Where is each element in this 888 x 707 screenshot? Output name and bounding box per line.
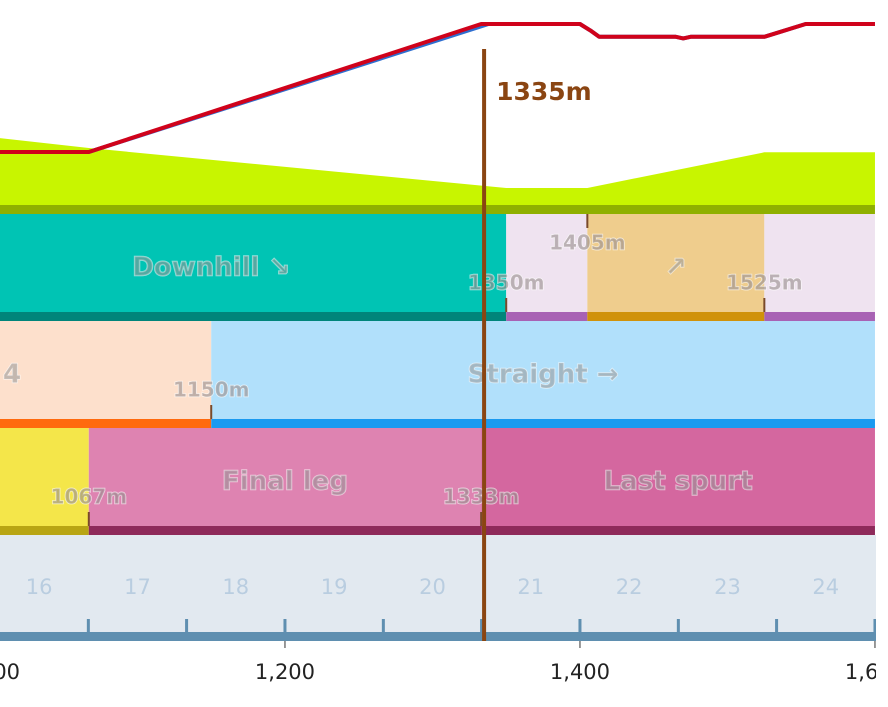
segment-label: 4 [3,360,21,390]
segment-strip [481,526,875,535]
marker-label: 1525m [726,271,803,295]
segment-strip [0,419,212,428]
elevation-line [0,22,875,154]
marker-label: 1067m [51,485,128,509]
segment [88,428,482,526]
marker-label: 1350m [468,271,545,295]
section-number: 23 [714,575,741,599]
elevation-line [0,22,875,154]
cursor-label: 1335m [496,77,592,106]
right-margin [876,0,888,650]
segment [211,321,875,419]
section-number: 20 [419,575,446,599]
segment-label: Final leg [222,467,348,497]
segment-label: Straight → [468,360,619,390]
x-tick-label: 1,400 [550,660,610,684]
segment-strip [764,312,875,321]
segment [764,214,875,312]
segment [506,214,588,312]
section-number: 22 [616,575,643,599]
segment-strip [211,419,875,428]
segment-strip [587,312,765,321]
segment-label: Last spurt [604,467,753,497]
sections-bg [0,535,876,632]
x-tick-label: 1,200 [255,660,315,684]
axis-bar [0,632,876,641]
section-number: 21 [517,575,544,599]
segment [0,428,89,526]
segment-strip [0,312,507,321]
segment-strip [88,526,482,535]
marker-label: 1333m [443,485,520,509]
segment [0,214,507,312]
segment [481,428,875,526]
section-number: 19 [321,575,348,599]
segment-label: ↗ [665,253,687,283]
slope-area [0,138,875,205]
x-tick-label: 1,000 [0,660,20,684]
section-number: 17 [124,575,151,599]
marker-label: 1405m [549,231,626,255]
segment [0,321,212,419]
segment-label: Downhill ↘ [132,253,290,283]
slope-strip [0,205,875,214]
section-number: 24 [812,575,839,599]
section-number: 16 [26,575,53,599]
segment-strip [0,526,89,535]
segment-strip [506,312,588,321]
marker-label: 1150m [173,378,250,402]
x-tick-label: 1,600 [845,660,888,684]
section-number: 18 [222,575,249,599]
segment [587,214,765,312]
